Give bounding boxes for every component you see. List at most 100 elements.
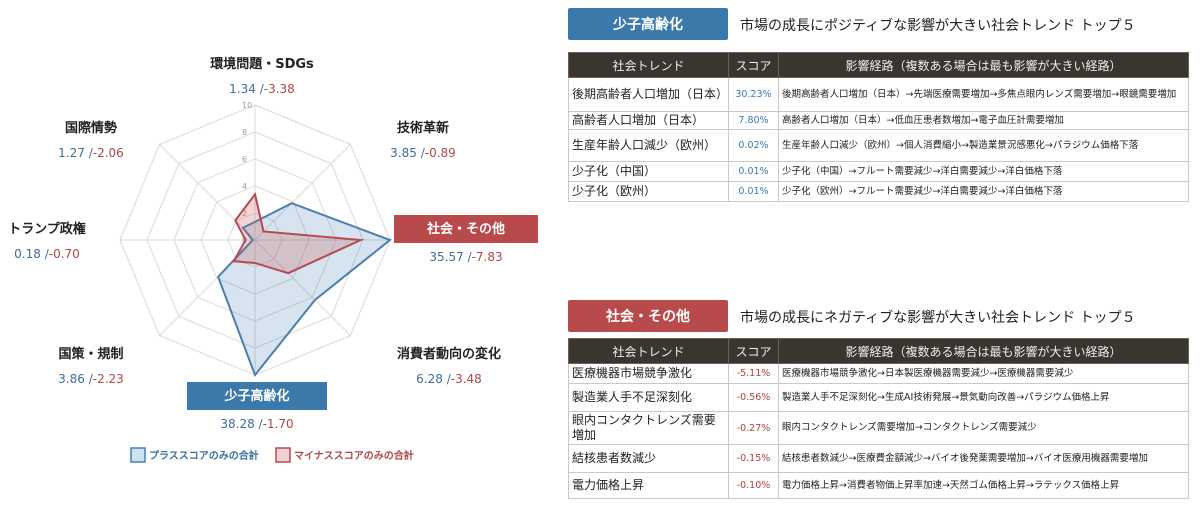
plus-value: 38.28 [220,417,258,431]
col-header-score: スコア [728,338,779,364]
value-separator: / [421,146,426,160]
score-cell: -5.11% [728,363,779,384]
table-row: 後期高齢者人口増加（日本） 30.23% 後期高齢者人口増加（日本）→先端医療需… [568,77,1189,112]
negative-panel-badge: 社会・その他 [568,300,728,332]
axis-value: 3.85 /-0.89 [390,146,456,160]
axis-label: 少子高齢化 [223,388,289,404]
axis-highlight-negative [394,215,538,243]
axis-label-group: 少子高齢化 38.28 /-1.70 [187,382,327,431]
score-cell: -0.10% [728,472,779,499]
value-separator: / [468,250,473,264]
minus-value: -3.48 [451,372,482,386]
grid-spoke [254,144,351,241]
positive-panel-badge: 少子高齢化 [568,8,728,40]
negative-trends-table: 社会トレンド スコア 影響経路（複数ある場合は最も影響が大きい経路） 医療機器市… [568,338,1189,499]
minus-series-polygon [232,192,365,275]
negative-panel-header: 社会・その他 市場の成長にネガティブな影響が大きい社会トレンド トップ５ [568,300,1188,334]
table-row: 生産年齢人口減少（欧州） 0.02% 生産年齢人口減少（欧州）→個人消費縮小→製… [568,129,1189,162]
plus-value: 1.34 [229,82,260,96]
trend-cell: 眼内コンタクトレンズ需要増加 [568,411,729,445]
trend-cell: 医療機器市場競争激化 [568,363,729,384]
score-cell: -0.15% [728,444,779,473]
legend-swatch-plus [130,447,146,463]
table-row: 製造業人手不足深刻化 -0.56% 製造業人手不足深刻化→生成AI技術発展→景気… [568,383,1189,412]
axis-label: 国際情勢 [65,120,117,136]
route-cell: 製造業人手不足深刻化→生成AI技術発展→景気動向改善→パラジウム価格上昇 [778,383,1189,412]
trend-cell: 生産年齢人口減少（欧州） [568,129,729,162]
col-header-score: スコア [728,52,779,78]
axis-value: 0.18 /-0.70 [14,247,80,261]
radar-tick-label: 4 [242,182,247,191]
score-cell: 30.23% [728,77,779,112]
trend-cell: 高齢者人口増加（日本） [568,111,729,130]
table-row: 少子化（欧州） 0.01% 少子化（欧州）→フルート需要減少→洋白需要減少→洋白… [568,181,1189,202]
axis-label: 消費者動向の変化 [397,346,501,362]
trend-cell: 製造業人手不足深刻化 [568,383,729,412]
score-cell: 0.01% [728,181,779,202]
grid-spoke [254,239,351,336]
positive-trends-panel: 少子高齢化 市場の成長にポジティブな影響が大きい社会トレンド トップ５ 社会トレ… [568,8,1189,202]
score-cell: -0.27% [728,411,779,445]
axis-label: 環境問題・SDGs [210,56,314,72]
minus-value: -7.83 [472,250,503,264]
axis-label: トランプ政権 [8,221,86,237]
axis-label-group: 国際情勢 1.27 /-2.06 [58,120,124,160]
positive-panel-title: 市場の成長にポジティブな影響が大きい社会トレンド トップ５ [740,18,1136,34]
radar-tick-label: 2 [242,209,247,218]
positive-panel-header: 少子高齢化 市場の成長にポジティブな影響が大きい社会トレンド トップ５ [568,8,1188,42]
col-header-route: 影響経路（複数ある場合は最も影響が大きい経路） [778,52,1189,78]
plus-value: 6.28 [416,372,447,386]
value-separator: / [45,247,50,261]
axis-label-group: 技術革新 3.85 /-0.89 [390,120,456,160]
table-header-row: 社会トレンド スコア 影響経路（複数ある場合は最も影響が大きい経路） [568,338,1189,364]
plus-value: 0.18 [14,247,45,261]
route-cell: 結核患者数減少→医療費金額減少→バイオ後発薬需要増加→バイオ医療用機器需要増加 [778,444,1189,473]
score-cell: 7.80% [728,111,779,130]
plus-value: 1.27 [58,146,89,160]
chart-legend: プラススコアのみの合計 マイナススコアのみの合計 [130,447,414,463]
axis-value: 35.57 /-7.83 [429,250,502,264]
legend-plus-label: プラススコアのみの合計 [149,449,259,462]
axis-label: 国策・規制 [58,346,123,362]
axis-value: 3.86 /-2.23 [58,372,124,386]
route-cell: 少子化（中国）→フルート需要減少→洋白需要減少→洋白価格下落 [778,161,1189,182]
route-cell: 医療機器市場競争激化→日本製医療機器需要減少→医療機器需要減少 [778,363,1189,384]
table-row: 眼内コンタクトレンズ需要増加 -0.27% 眼内コンタクトレンズ需要増加→コンタ… [568,411,1189,445]
negative-trends-panel: 社会・その他 市場の成長にネガティブな影響が大きい社会トレンド トップ５ 社会ト… [568,300,1189,499]
table-header-row: 社会トレンド スコア 影響経路（複数ある場合は最も影響が大きい経路） [568,52,1189,78]
score-cell: 0.02% [728,129,779,162]
route-cell: 少子化（欧州）→フルート需要減少→洋白需要減少→洋白価格下落 [778,181,1189,202]
minus-value: -0.89 [425,146,456,160]
minus-value: -2.06 [93,146,124,160]
table-row: 少子化（中国） 0.01% 少子化（中国）→フルート需要減少→洋白需要減少→洋白… [568,161,1189,182]
table-row: 高齢者人口増加（日本） 7.80% 高齢者人口増加（日本）→低血圧患者数増加→電… [568,111,1189,130]
trend-cell: 結核患者数減少 [568,444,729,473]
negative-panel-title: 市場の成長にネガティブな影響が大きい社会トレンド トップ５ [740,310,1136,326]
axis-label-group: 消費者動向の変化 6.28 /-3.48 [397,346,501,386]
value-separator: / [259,417,264,431]
axis-label: 技術革新 [397,120,449,136]
radar-tick-label: 8 [242,128,247,137]
axis-value: 38.28 /-1.70 [220,417,293,431]
value-separator: / [89,146,94,160]
grid-spoke [159,239,256,336]
route-cell: 電力価格上昇→消費者物価上昇率加速→天然ゴム価格上昇→ラテックス価格上昇 [778,472,1189,499]
trend-cell: 少子化（中国） [568,161,729,182]
axis-label: 社会・その他 [426,221,505,237]
col-header-route: 影響経路（複数ある場合は最も影響が大きい経路） [778,338,1189,364]
route-cell: 後期高齢者人口増加（日本）→先端医療需要増加→多焦点眼内レンズ需要増加→眼鏡需要… [778,77,1189,112]
axis-label-group: 環境問題・SDGs 1.34 /-3.38 [210,56,314,96]
radar-tick-label: 6 [242,155,247,164]
value-separator: / [447,372,452,386]
value-separator: / [89,372,94,386]
axis-label-group: 国策・規制 3.86 /-2.23 [58,346,124,386]
plus-value: 35.57 [429,250,467,264]
route-cell: 高齢者人口増加（日本）→低血圧患者数増加→電子血圧計需要増加 [778,111,1189,130]
route-cell: 眼内コンタクトレンズ需要増加→コンタクトレンズ需要減少 [778,411,1189,445]
route-cell: 生産年齢人口減少（欧州）→個人消費縮小→製造業景況感悪化→パラジウム価格下落 [778,129,1189,162]
minus-value: -0.70 [49,247,80,261]
grid-spoke [159,144,256,241]
trend-cell: 後期高齢者人口増加（日本） [568,77,729,112]
